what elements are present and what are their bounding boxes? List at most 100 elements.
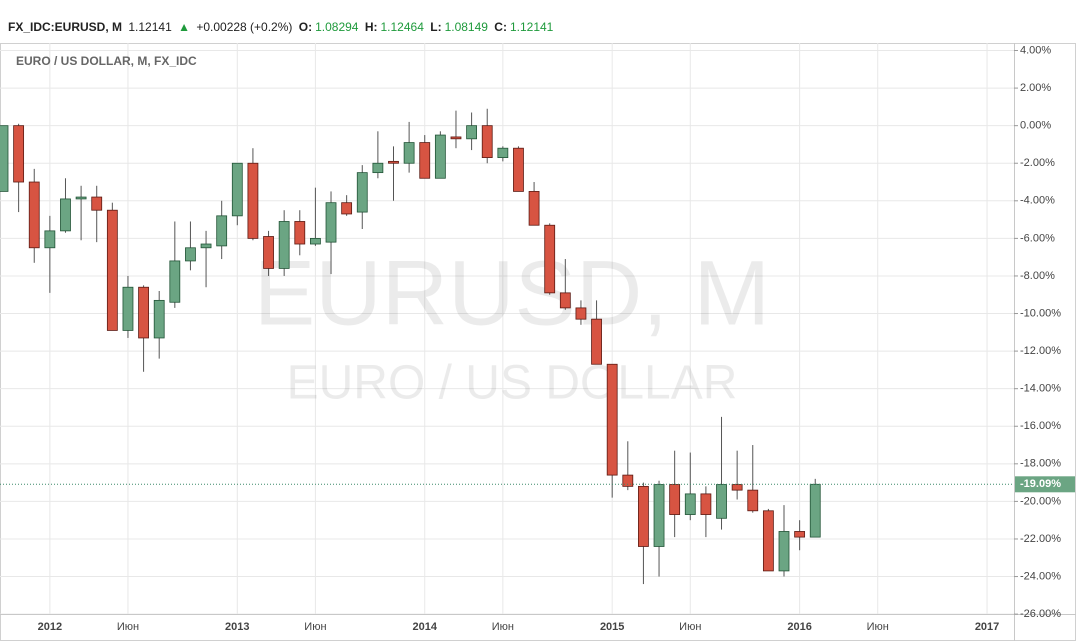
- x-tick-label: Июн: [492, 621, 514, 633]
- candle-body: [263, 236, 274, 269]
- candle-body: [153, 299, 165, 339]
- candle-body: [0, 125, 9, 192]
- candle-body: [60, 198, 71, 232]
- y-tick-label: -24.00%: [1020, 570, 1061, 582]
- y-tick-label: 4.00%: [1020, 44, 1051, 56]
- y-tick-label: -22.00%: [1020, 533, 1061, 545]
- candle-body: [747, 489, 759, 512]
- candle-body: [231, 162, 243, 217]
- candle-body: [778, 531, 790, 572]
- candle-body: [325, 202, 337, 243]
- chart-frame: [0, 43, 1076, 641]
- high-value: 1.12464: [380, 20, 424, 34]
- last-price-box: [1015, 476, 1075, 493]
- candle-body: [606, 363, 618, 476]
- last-price-label: -19.09%: [1020, 478, 1061, 490]
- price: 1.12141: [128, 20, 172, 34]
- open-label: O:: [298, 20, 313, 34]
- y-tick-label: -18.00%: [1020, 458, 1061, 470]
- chart-label: EURO / US DOLLAR, M, FX_IDC: [16, 54, 197, 68]
- watermark: EURUSD, M: [254, 242, 770, 344]
- low-label: L:: [430, 20, 442, 34]
- candle-body: [28, 181, 40, 249]
- y-tick-label: -2.00%: [1020, 157, 1055, 169]
- candle-body: [700, 493, 712, 515]
- x-tick-label: 2017: [975, 621, 999, 633]
- candle-body: [341, 202, 353, 215]
- high-label: H:: [364, 20, 378, 34]
- x-tick-label: Июн: [304, 621, 326, 633]
- y-tick-label: -12.00%: [1020, 345, 1061, 357]
- close-label: C:: [494, 20, 507, 34]
- candle-body: [122, 286, 134, 331]
- x-tick-label: Июн: [867, 621, 889, 633]
- candle-body: [44, 230, 56, 249]
- open-value: 1.08294: [315, 20, 359, 34]
- candle-body: [481, 125, 493, 158]
- candle-body: [434, 134, 446, 179]
- candle-body: [185, 247, 196, 262]
- candle-body: [388, 160, 399, 164]
- candle-body: [309, 237, 321, 245]
- x-tick-label: 2014: [412, 621, 437, 633]
- x-tick-label: Июн: [117, 621, 139, 633]
- candle-body: [466, 125, 478, 140]
- candle-body: [544, 224, 556, 294]
- candle-body: [278, 221, 290, 269]
- candle-body: [75, 196, 87, 200]
- candle-body: [622, 474, 634, 487]
- x-tick-label: 2016: [787, 621, 811, 633]
- candle-body: [809, 483, 821, 538]
- candle-body: [91, 196, 103, 211]
- candle-body: [247, 162, 259, 239]
- candle-body: [497, 147, 509, 159]
- watermark-subtitle: EURO / US DOLLAR: [287, 357, 738, 410]
- candle-body: [13, 125, 25, 183]
- x-tick-label: 2015: [600, 621, 624, 633]
- candle-body: [528, 191, 540, 226]
- candle-body: [372, 162, 384, 174]
- up-arrow: ▲: [178, 20, 190, 34]
- candle-body: [138, 286, 149, 339]
- y-tick-label: -14.00%: [1020, 383, 1061, 395]
- y-tick-label: -6.00%: [1020, 232, 1055, 244]
- candle-body: [559, 292, 571, 309]
- y-tick-label: -10.00%: [1020, 307, 1061, 319]
- candle-body: [653, 484, 665, 547]
- candle-body: [513, 147, 524, 192]
- symbol: FX_IDC:EURUSD, M: [8, 20, 123, 34]
- candle-body: [762, 510, 774, 572]
- change: +0.00228 (+0.2%): [196, 20, 293, 34]
- candle-body: [200, 243, 212, 249]
- y-tick-label: 0.00%: [1020, 120, 1051, 132]
- candle-body: [794, 531, 806, 538]
- y-tick-label: -20.00%: [1020, 495, 1061, 507]
- candle-body: [403, 142, 415, 164]
- candle-body: [684, 493, 696, 515]
- candle-body: [356, 172, 368, 213]
- close-value: 1.12141: [509, 20, 554, 34]
- low-value: 1.08149: [444, 20, 488, 34]
- candle-body: [638, 485, 649, 547]
- x-tick-label: 2013: [225, 621, 249, 633]
- candle-body: [575, 307, 587, 320]
- candle-body: [591, 318, 602, 365]
- candle-body: [106, 209, 118, 331]
- candle-body: [669, 484, 681, 515]
- header: FX_IDC:EURUSD, M 1.12141 ▲ +0.00228 (+0.…: [8, 20, 556, 34]
- y-tick-label: -4.00%: [1020, 195, 1055, 207]
- candle-body: [294, 221, 306, 245]
- candle-body: [169, 260, 181, 303]
- candle-body: [450, 136, 462, 140]
- candle-body: [731, 484, 743, 491]
- y-tick-label: 2.00%: [1020, 82, 1051, 94]
- x-tick-label: Июн: [679, 621, 701, 633]
- x-tick-label: 2012: [38, 621, 62, 633]
- y-tick-label: -16.00%: [1020, 420, 1061, 432]
- y-tick-label: -8.00%: [1020, 270, 1055, 282]
- candle-body: [419, 142, 431, 179]
- candle-body: [716, 484, 727, 519]
- y-tick-label: -26.00%: [1020, 608, 1061, 620]
